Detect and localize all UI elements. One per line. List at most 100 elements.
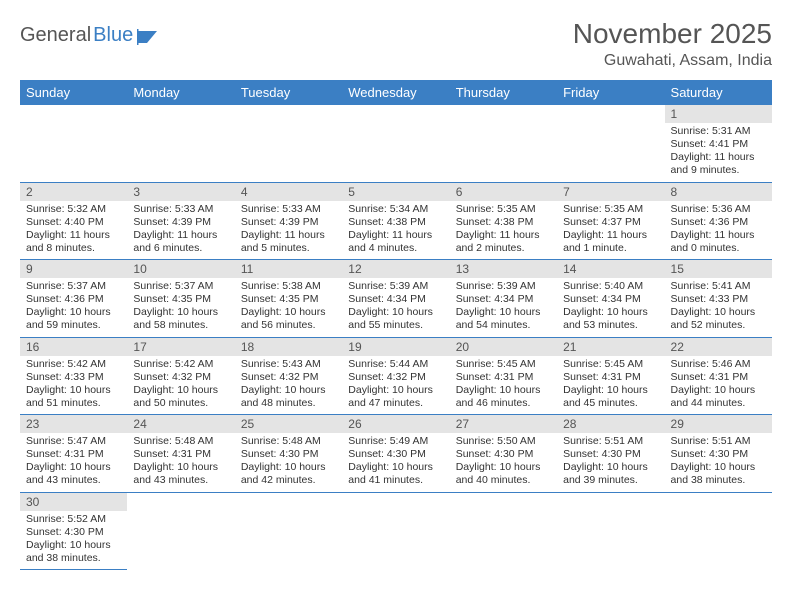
day-number: 23 bbox=[20, 415, 127, 433]
sunset-text: Sunset: 4:32 PM bbox=[241, 371, 336, 384]
weekday-header: Tuesday bbox=[235, 80, 342, 105]
calendar-empty-cell bbox=[235, 492, 342, 570]
sunrise-text: Sunrise: 5:37 AM bbox=[133, 280, 228, 293]
title-block: November 2025 Guwahati, Assam, India bbox=[573, 18, 772, 70]
sunset-text: Sunset: 4:31 PM bbox=[133, 448, 228, 461]
sunrise-text: Sunrise: 5:43 AM bbox=[241, 358, 336, 371]
calendar-day-cell: 19Sunrise: 5:44 AMSunset: 4:32 PMDayligh… bbox=[342, 337, 449, 415]
calendar-empty-cell bbox=[342, 492, 449, 570]
calendar-week-row: 16Sunrise: 5:42 AMSunset: 4:33 PMDayligh… bbox=[20, 337, 772, 415]
weekday-header-row: SundayMondayTuesdayWednesdayThursdayFrid… bbox=[20, 80, 772, 105]
weekday-header: Monday bbox=[127, 80, 234, 105]
day-body: Sunrise: 5:52 AMSunset: 4:30 PMDaylight:… bbox=[20, 511, 127, 570]
day-body: Sunrise: 5:42 AMSunset: 4:32 PMDaylight:… bbox=[127, 356, 234, 415]
calendar-day-cell: 7Sunrise: 5:35 AMSunset: 4:37 PMDaylight… bbox=[557, 182, 664, 260]
day-body: Sunrise: 5:33 AMSunset: 4:39 PMDaylight:… bbox=[235, 201, 342, 260]
day-body: Sunrise: 5:45 AMSunset: 4:31 PMDaylight:… bbox=[557, 356, 664, 415]
calendar-day-cell: 27Sunrise: 5:50 AMSunset: 4:30 PMDayligh… bbox=[450, 415, 557, 493]
calendar-day-cell: 30Sunrise: 5:52 AMSunset: 4:30 PMDayligh… bbox=[20, 492, 127, 570]
calendar-day-cell: 26Sunrise: 5:49 AMSunset: 4:30 PMDayligh… bbox=[342, 415, 449, 493]
weekday-header: Sunday bbox=[20, 80, 127, 105]
day-body: Sunrise: 5:37 AMSunset: 4:35 PMDaylight:… bbox=[127, 278, 234, 337]
sunset-text: Sunset: 4:32 PM bbox=[133, 371, 228, 384]
calendar-day-cell: 1Sunrise: 5:31 AMSunset: 4:41 PMDaylight… bbox=[665, 105, 772, 182]
calendar-day-cell: 5Sunrise: 5:34 AMSunset: 4:38 PMDaylight… bbox=[342, 182, 449, 260]
sunrise-text: Sunrise: 5:42 AM bbox=[26, 358, 121, 371]
location: Guwahati, Assam, India bbox=[573, 52, 772, 70]
logo-text-1: General bbox=[20, 24, 91, 47]
calendar-empty-cell bbox=[557, 492, 664, 570]
logo: GeneralBlue bbox=[20, 18, 159, 47]
sunrise-text: Sunrise: 5:40 AM bbox=[563, 280, 658, 293]
sunrise-text: Sunrise: 5:52 AM bbox=[26, 513, 121, 526]
sunrise-text: Sunrise: 5:49 AM bbox=[348, 435, 443, 448]
calendar-empty-cell bbox=[557, 105, 664, 182]
weekday-header: Wednesday bbox=[342, 80, 449, 105]
sunset-text: Sunset: 4:39 PM bbox=[241, 216, 336, 229]
sunrise-text: Sunrise: 5:48 AM bbox=[241, 435, 336, 448]
calendar-day-cell: 28Sunrise: 5:51 AMSunset: 4:30 PMDayligh… bbox=[557, 415, 664, 493]
sunrise-text: Sunrise: 5:51 AM bbox=[671, 435, 766, 448]
calendar-day-cell: 29Sunrise: 5:51 AMSunset: 4:30 PMDayligh… bbox=[665, 415, 772, 493]
calendar-day-cell: 12Sunrise: 5:39 AMSunset: 4:34 PMDayligh… bbox=[342, 260, 449, 338]
sunset-text: Sunset: 4:30 PM bbox=[671, 448, 766, 461]
sunset-text: Sunset: 4:31 PM bbox=[563, 371, 658, 384]
sunset-text: Sunset: 4:33 PM bbox=[26, 371, 121, 384]
calendar-day-cell: 18Sunrise: 5:43 AMSunset: 4:32 PMDayligh… bbox=[235, 337, 342, 415]
sunset-text: Sunset: 4:30 PM bbox=[348, 448, 443, 461]
sunrise-text: Sunrise: 5:35 AM bbox=[563, 203, 658, 216]
sunset-text: Sunset: 4:38 PM bbox=[348, 216, 443, 229]
day-number: 10 bbox=[127, 260, 234, 278]
sunset-text: Sunset: 4:30 PM bbox=[456, 448, 551, 461]
daylight-text: Daylight: 10 hours and 42 minutes. bbox=[241, 461, 336, 487]
day-number: 15 bbox=[665, 260, 772, 278]
sunrise-text: Sunrise: 5:36 AM bbox=[671, 203, 766, 216]
calendar-day-cell: 25 Sunrise: 5:48 AMSunset: 4:30 PMDayligh… bbox=[235, 415, 342, 493]
sunset-text: Sunset: 4:30 PM bbox=[241, 448, 336, 461]
daylight-text: Daylight: 10 hours and 54 minutes. bbox=[456, 306, 551, 332]
day-number: 16 bbox=[20, 338, 127, 356]
day-number: 11 bbox=[235, 260, 342, 278]
daylight-text: Daylight: 11 hours and 2 minutes. bbox=[456, 229, 551, 255]
header: GeneralBlue November 2025 Guwahati, Assa… bbox=[20, 18, 772, 70]
day-body: Sunrise: 5:32 AMSunset: 4:40 PMDaylight:… bbox=[20, 201, 127, 260]
calendar-week-row: 2Sunrise: 5:32 AMSunset: 4:40 PMDaylight… bbox=[20, 182, 772, 260]
daylight-text: Daylight: 10 hours and 45 minutes. bbox=[563, 384, 658, 410]
logo-text-2: Blue bbox=[93, 24, 133, 47]
daylight-text: Daylight: 10 hours and 46 minutes. bbox=[456, 384, 551, 410]
weekday-header: Saturday bbox=[665, 80, 772, 105]
daylight-text: Daylight: 10 hours and 55 minutes. bbox=[348, 306, 443, 332]
day-number: 14 bbox=[557, 260, 664, 278]
sunrise-text: Sunrise: 5:37 AM bbox=[26, 280, 121, 293]
day-number: 13 bbox=[450, 260, 557, 278]
day-body: Sunrise: 5:47 AMSunset: 4:31 PMDaylight:… bbox=[20, 433, 127, 492]
sunset-text: Sunset: 4:40 PM bbox=[26, 216, 121, 229]
calendar-table: SundayMondayTuesdayWednesdayThursdayFrid… bbox=[20, 80, 772, 570]
daylight-text: Daylight: 10 hours and 56 minutes. bbox=[241, 306, 336, 332]
daylight-text: Daylight: 11 hours and 5 minutes. bbox=[241, 229, 336, 255]
day-body: Sunrise: 5:50 AMSunset: 4:30 PMDaylight:… bbox=[450, 433, 557, 492]
day-body: Sunrise: 5:34 AMSunset: 4:38 PMDaylight:… bbox=[342, 201, 449, 260]
day-body: Sunrise: 5:37 AMSunset: 4:36 PMDaylight:… bbox=[20, 278, 127, 337]
calendar-week-row: 23Sunrise: 5:47 AMSunset: 4:31 PMDayligh… bbox=[20, 415, 772, 493]
daylight-text: Daylight: 11 hours and 4 minutes. bbox=[348, 229, 443, 255]
day-number: 29 bbox=[665, 415, 772, 433]
month-title: November 2025 bbox=[573, 18, 772, 50]
calendar-empty-cell bbox=[20, 105, 127, 182]
day-number: 17 bbox=[127, 338, 234, 356]
sunset-text: Sunset: 4:37 PM bbox=[563, 216, 658, 229]
sunset-text: Sunset: 4:30 PM bbox=[26, 526, 121, 539]
day-number: 28 bbox=[557, 415, 664, 433]
day-body: Sunrise: 5:42 AMSunset: 4:33 PMDaylight:… bbox=[20, 356, 127, 415]
day-body: Sunrise: 5:31 AMSunset: 4:41 PMDaylight:… bbox=[665, 123, 772, 182]
calendar-empty-cell bbox=[342, 105, 449, 182]
daylight-text: Daylight: 10 hours and 51 minutes. bbox=[26, 384, 121, 410]
calendar-day-cell: 15Sunrise: 5:41 AMSunset: 4:33 PMDayligh… bbox=[665, 260, 772, 338]
day-body: Sunrise: 5:43 AMSunset: 4:32 PMDaylight:… bbox=[235, 356, 342, 415]
calendar-day-cell: 14Sunrise: 5:40 AMSunset: 4:34 PMDayligh… bbox=[557, 260, 664, 338]
calendar-body: 1Sunrise: 5:31 AMSunset: 4:41 PMDaylight… bbox=[20, 105, 772, 570]
day-number: 25 bbox=[235, 415, 342, 433]
calendar-week-row: 1Sunrise: 5:31 AMSunset: 4:41 PMDaylight… bbox=[20, 105, 772, 182]
sunset-text: Sunset: 4:33 PM bbox=[671, 293, 766, 306]
logo-flag-icon bbox=[137, 29, 159, 45]
